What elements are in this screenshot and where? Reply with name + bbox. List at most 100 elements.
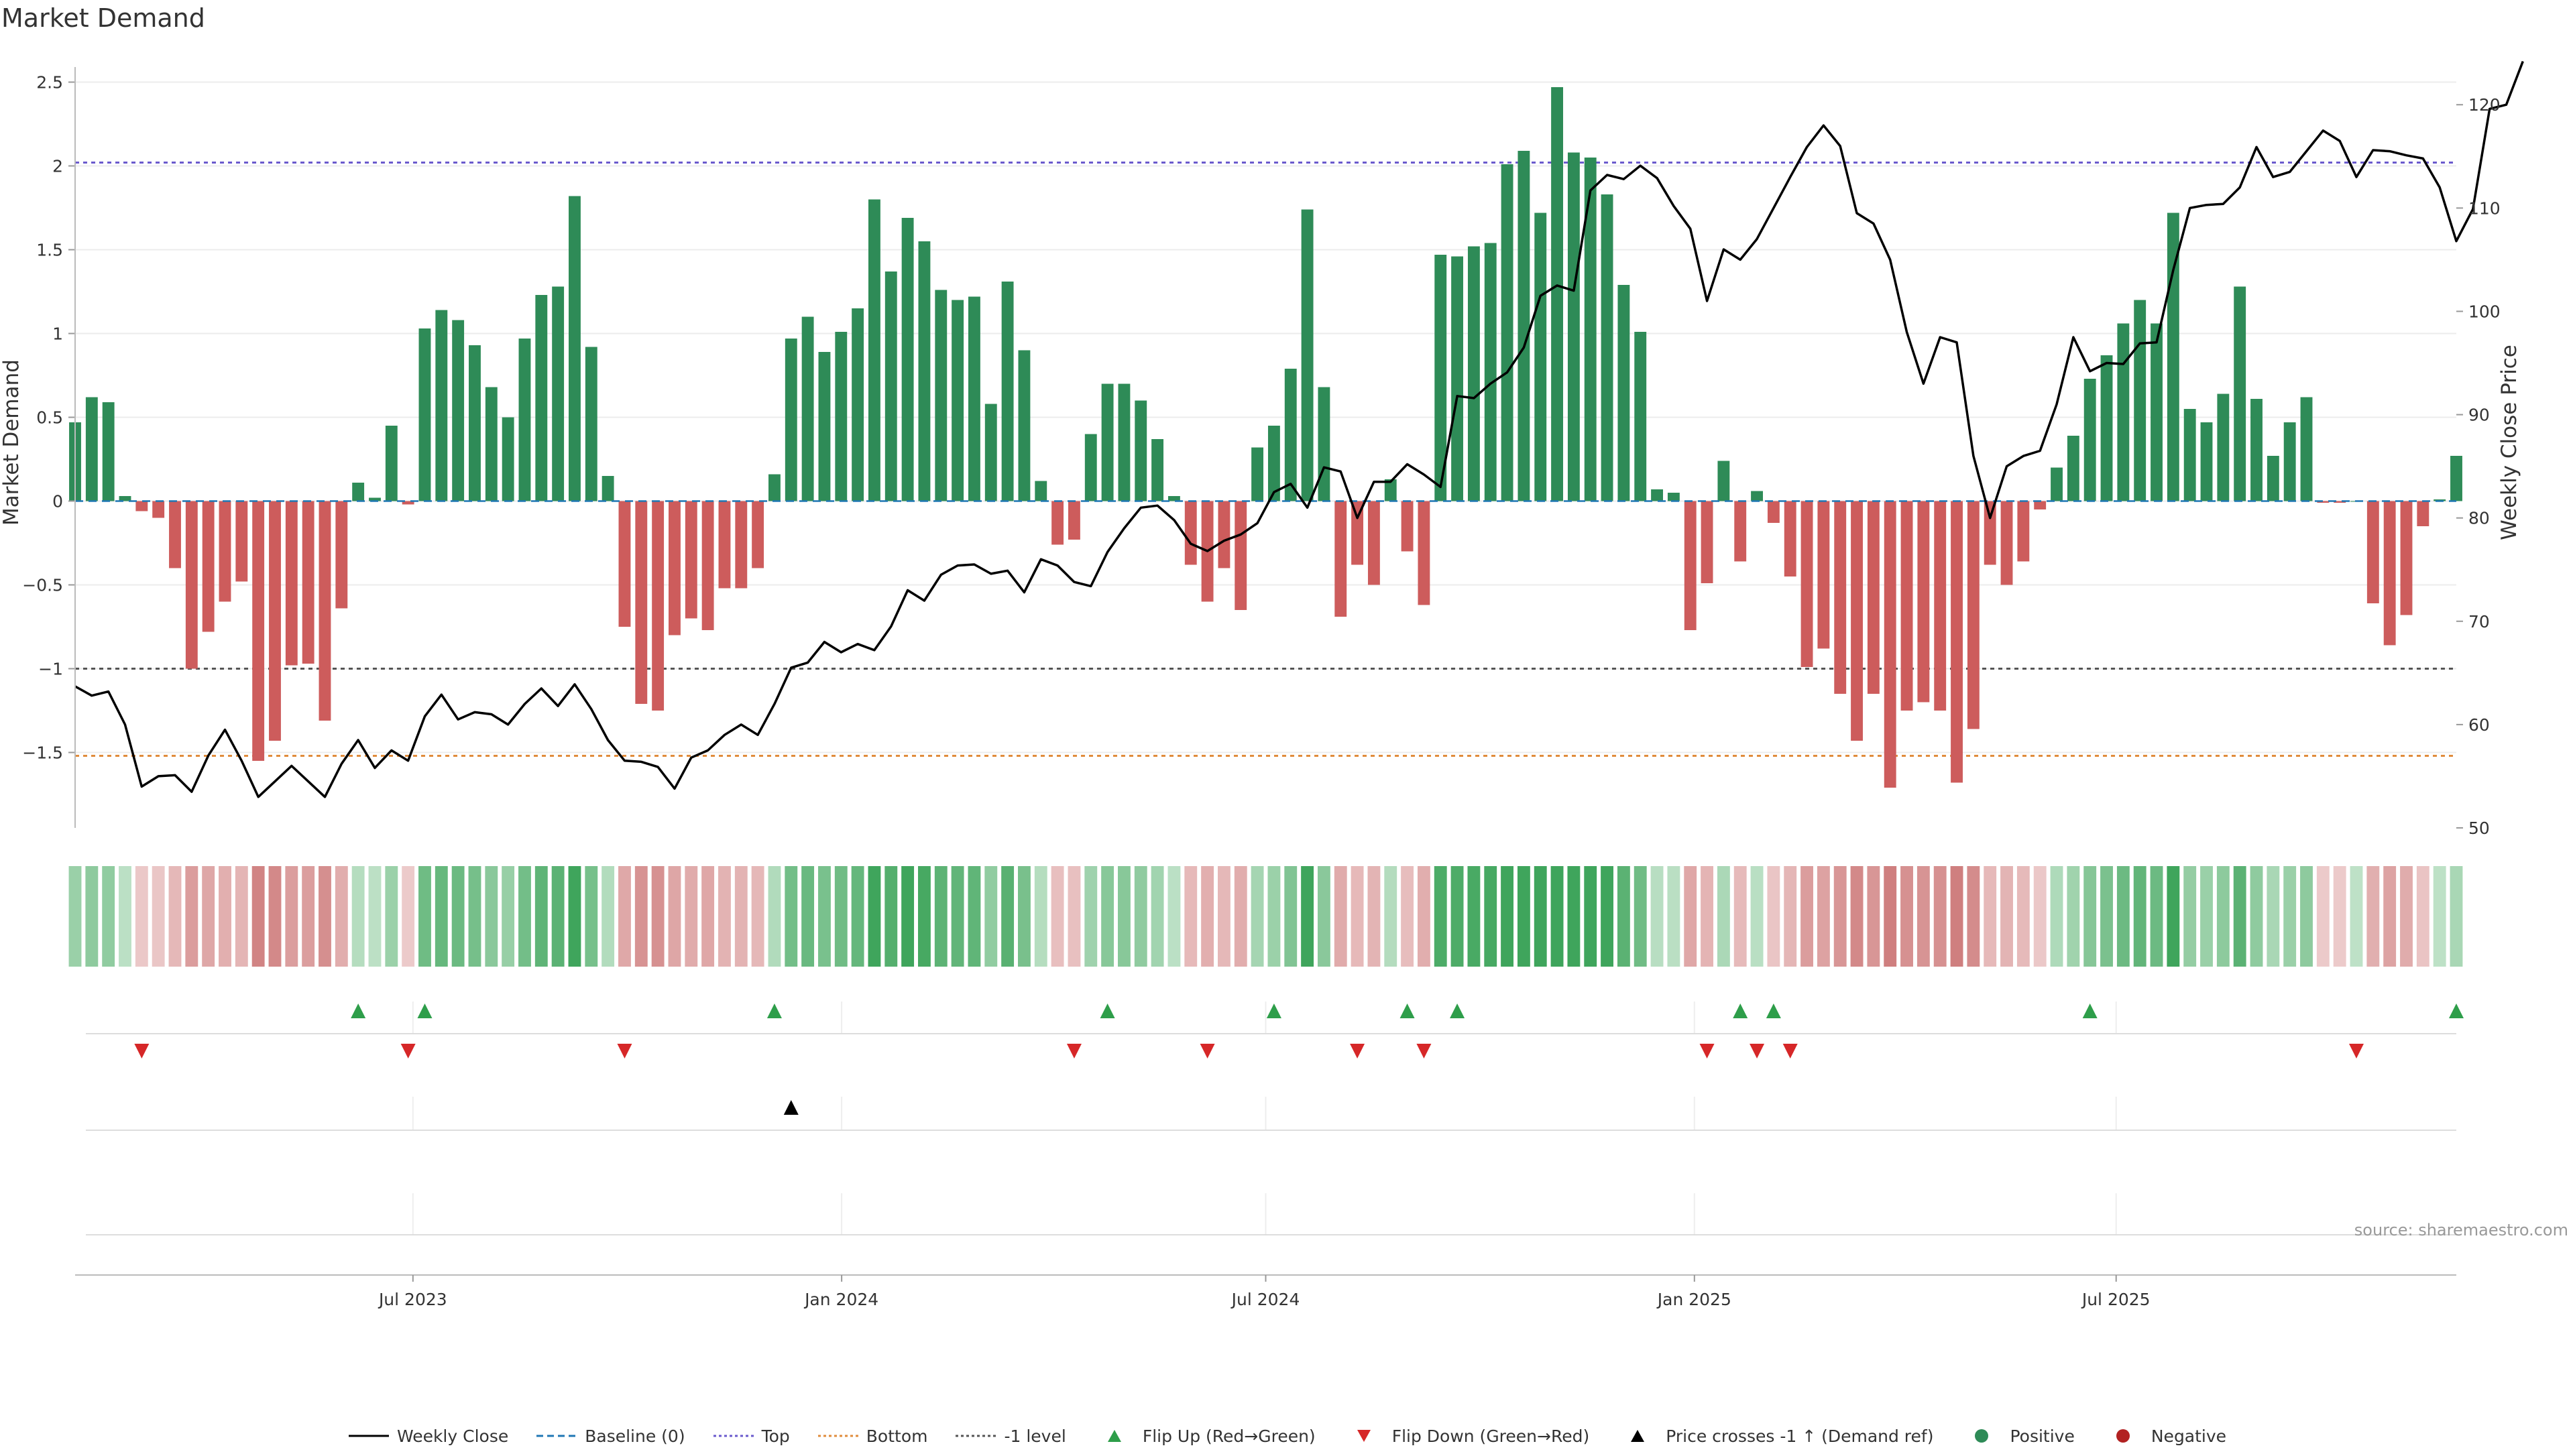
circle-icon	[1975, 1429, 1989, 1443]
flip-up-marker	[1450, 1004, 1465, 1018]
heat-cell	[568, 866, 581, 967]
demand-bar	[302, 501, 314, 664]
demand-bar	[1584, 158, 1597, 501]
demand-bar	[2117, 323, 2130, 501]
heat-cell	[1184, 866, 1198, 967]
demand-bar	[1401, 501, 1414, 552]
demand-bar	[502, 417, 514, 501]
y-tick-label: −1.5	[22, 743, 63, 763]
legend-label: Negative	[2151, 1426, 2227, 1446]
heat-cell	[701, 866, 715, 967]
legend-item: Top	[713, 1427, 790, 1446]
demand-bar	[1601, 194, 1613, 501]
heat-cell	[85, 866, 99, 967]
demand-bar	[901, 218, 914, 501]
demand-bar	[1784, 501, 1796, 577]
demand-bar	[1467, 246, 1480, 501]
heat-cell	[2083, 866, 2097, 967]
heat-cell	[119, 866, 131, 967]
demand-bar	[1084, 434, 1097, 501]
heat-cell	[1467, 866, 1481, 967]
demand-bar	[2234, 286, 2246, 501]
demand-bar	[652, 501, 665, 711]
y-tick-label: 2.5	[36, 73, 63, 93]
demand-bar	[1651, 489, 1663, 501]
heat-cell	[1217, 866, 1231, 967]
heat-cell	[1351, 866, 1364, 967]
demand-bar	[1018, 350, 1031, 501]
demand-bar	[1284, 369, 1297, 501]
legend-item: Flip Up (Red→Green)	[1094, 1427, 1316, 1446]
axes: 2.5 2 1.5 1 0.5 0 −0.5 −1 −1.5 120 110 100 90 80 70 60 5…	[22, 67, 2501, 838]
chart-legend: Weekly Close Baseline (0) Top Bottom -1 leve…	[0, 1416, 2575, 1456]
source-note: source: sharemaestro.com	[2354, 1221, 2568, 1239]
demand-bar	[1051, 501, 1064, 545]
heat-cell	[1984, 866, 1997, 967]
demand-bar	[1518, 151, 1530, 501]
demand-bar	[2267, 456, 2279, 501]
demand-bar	[319, 501, 331, 721]
heat-cell	[168, 866, 182, 967]
heat-cell	[984, 866, 998, 967]
y-tick-label: −0.5	[22, 576, 63, 595]
demand-bar	[2067, 436, 2079, 501]
demand-bar	[852, 308, 864, 501]
heat-cell	[901, 866, 915, 967]
demand-bar	[2317, 501, 2330, 503]
triangle-down-icon	[1357, 1430, 1371, 1442]
demand-bar	[1035, 481, 1047, 501]
demand-bar	[1717, 461, 1730, 501]
y2-tick-label: 100	[2468, 302, 2501, 321]
demand-bar	[1534, 213, 1547, 501]
flip-up-marker	[766, 1004, 782, 1018]
heat-cell	[1284, 866, 1298, 967]
heat-cell	[2067, 866, 2080, 967]
heat-cell	[1334, 866, 1347, 967]
heat-cell	[135, 866, 148, 967]
cross-up-marker	[783, 1100, 799, 1115]
demand-bar	[119, 496, 131, 501]
heat-cell	[2250, 866, 2263, 967]
legend-label: Positive	[2010, 1426, 2075, 1446]
heat-cell	[1450, 866, 1464, 967]
flip-down-marker	[1782, 1044, 1798, 1058]
heat-cell	[2133, 866, 2147, 967]
heat-cell	[1584, 866, 1597, 967]
heat-cell	[1933, 866, 1947, 967]
heat-cell	[368, 866, 382, 967]
y2-tick-label: 80	[2468, 509, 2490, 528]
heat-cell	[1916, 866, 1930, 967]
demand-bar	[352, 483, 365, 501]
demand-bar	[2400, 501, 2413, 615]
flip-up-marker	[1399, 1004, 1415, 1018]
heat-cell	[2433, 866, 2446, 967]
demand-bar	[102, 402, 115, 501]
demand-bar	[569, 196, 581, 501]
heat-cell	[2267, 866, 2280, 967]
flip-up-marker	[1266, 1004, 1281, 1018]
flip-up-marker	[2082, 1004, 2098, 1018]
heat-cell	[2016, 866, 2030, 967]
demand-bar	[2183, 409, 2196, 501]
demand-bar	[2417, 501, 2429, 526]
demand-bar	[952, 300, 964, 501]
legend-label: Top	[761, 1426, 790, 1446]
heat-cell	[1800, 866, 1813, 967]
demand-bar	[801, 316, 814, 501]
dotted-line-icon	[956, 1435, 996, 1437]
heat-cell	[1784, 866, 1797, 967]
heat-cell	[102, 866, 115, 967]
demand-bar	[1984, 501, 1996, 565]
demand-bar	[585, 347, 597, 501]
heat-cell	[1850, 866, 1864, 967]
demand-bar	[1917, 501, 1930, 703]
heat-cell	[1701, 866, 1713, 967]
heat-cell	[235, 866, 248, 967]
heat-cell	[1967, 866, 1980, 967]
demand-bar	[369, 497, 381, 501]
y-tick-label: −1	[38, 660, 63, 679]
demand-bar	[635, 501, 648, 704]
legend-item: Negative	[2103, 1427, 2226, 1446]
demand-bar	[2334, 501, 2346, 503]
legend-label: Flip Up (Red→Green)	[1142, 1426, 1316, 1446]
